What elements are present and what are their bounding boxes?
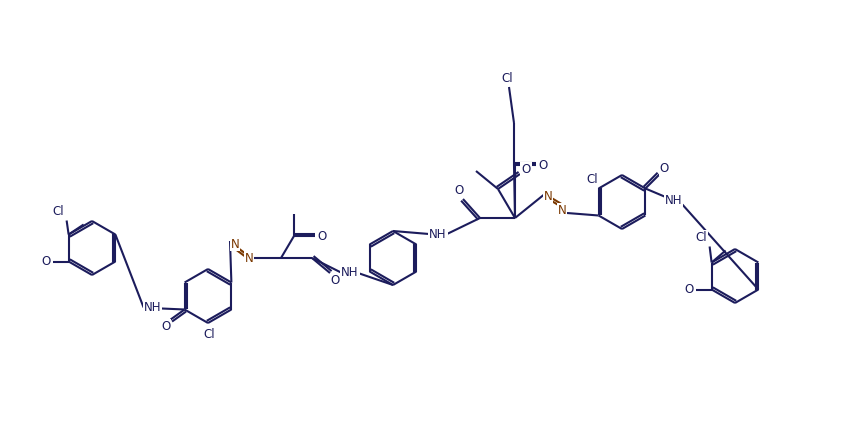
Text: O: O [684, 283, 693, 296]
Text: NH: NH [144, 301, 162, 314]
Text: Cl: Cl [53, 205, 65, 218]
Text: NH: NH [429, 228, 447, 241]
Text: O: O [455, 184, 464, 197]
Text: O: O [317, 229, 327, 242]
Text: O: O [660, 162, 669, 175]
Text: N: N [544, 190, 552, 202]
Text: O: O [538, 159, 547, 171]
Text: O: O [161, 320, 170, 333]
Text: N: N [557, 204, 567, 217]
Text: O: O [330, 275, 339, 287]
Text: O: O [521, 163, 530, 176]
Text: O: O [41, 255, 51, 268]
Text: Cl: Cl [695, 231, 707, 244]
Text: Cl: Cl [587, 173, 599, 186]
Text: NH: NH [664, 194, 682, 207]
Text: Cl: Cl [203, 327, 215, 341]
Text: N: N [231, 238, 239, 251]
Text: Cl: Cl [501, 72, 513, 85]
Text: N: N [245, 252, 253, 265]
Text: NH: NH [341, 266, 359, 279]
